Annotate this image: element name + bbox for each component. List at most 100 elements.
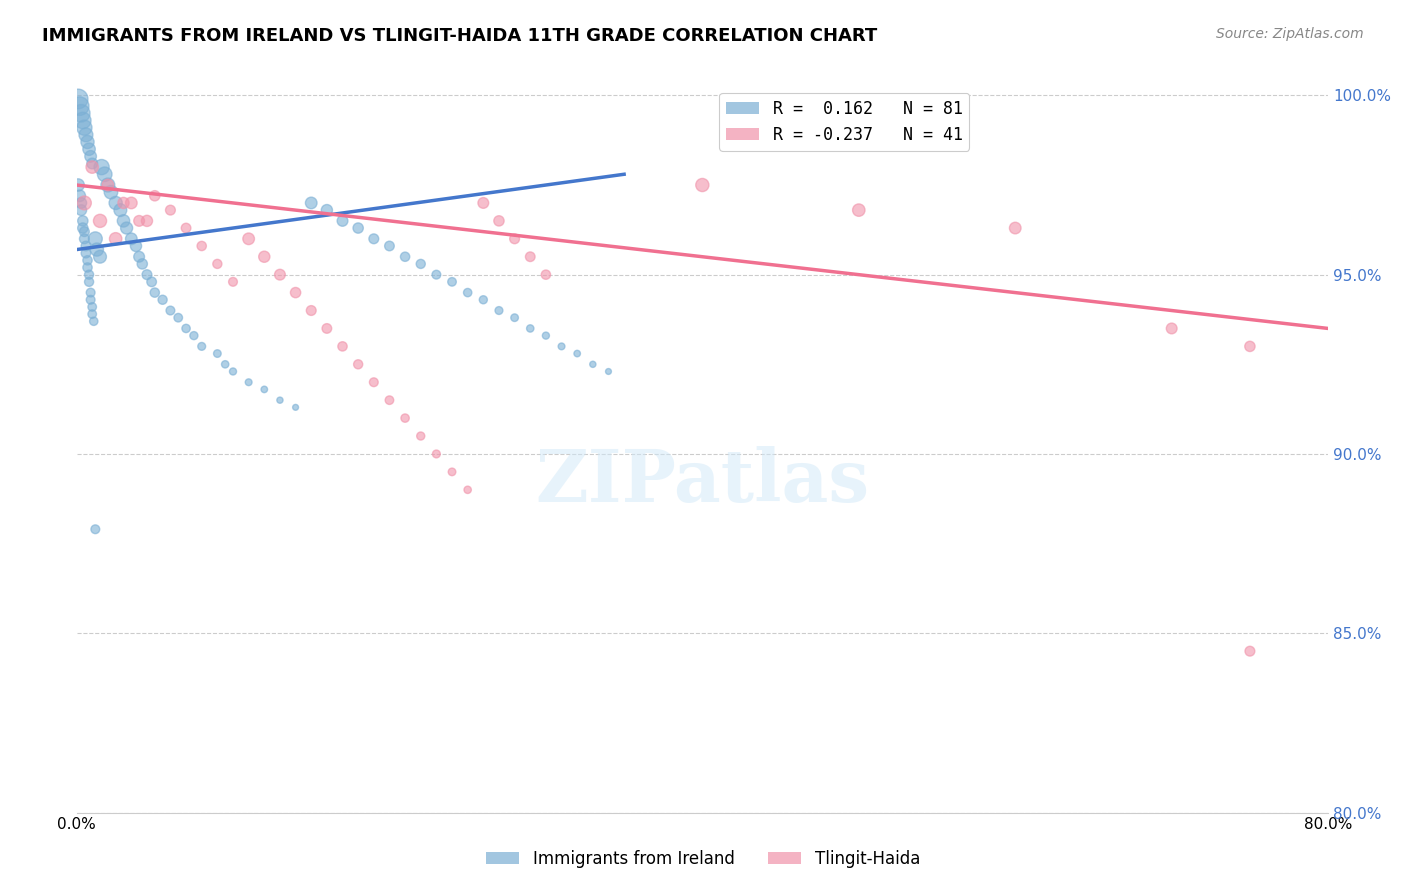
- Point: [315, 203, 337, 218]
- Point: [79, 285, 101, 300]
- Point: [159, 303, 181, 318]
- Legend: R =  0.162   N = 81, R = -0.237   N = 41: R = 0.162 N = 81, R = -0.237 N = 41: [720, 93, 969, 151]
- Point: [76, 253, 98, 268]
- Text: Source: ZipAtlas.com: Source: ZipAtlas.com: [1216, 27, 1364, 41]
- Point: [67, 178, 90, 192]
- Point: [125, 239, 148, 253]
- Point: [299, 303, 322, 318]
- Point: [409, 429, 432, 443]
- Point: [131, 257, 153, 271]
- Point: [128, 214, 150, 228]
- Point: [86, 243, 108, 257]
- Point: [112, 196, 135, 211]
- Point: [519, 250, 541, 264]
- Point: [222, 364, 245, 378]
- Point: [77, 275, 100, 289]
- Point: [70, 203, 93, 218]
- Point: [284, 401, 307, 415]
- Point: [183, 328, 205, 343]
- Point: [73, 196, 96, 211]
- Point: [77, 268, 100, 282]
- Point: [70, 106, 93, 120]
- Point: [269, 393, 291, 408]
- Point: [93, 167, 115, 181]
- Point: [534, 268, 557, 282]
- Point: [75, 128, 97, 142]
- Point: [89, 214, 111, 228]
- Point: [363, 376, 385, 390]
- Point: [167, 310, 190, 325]
- Point: [143, 285, 166, 300]
- Point: [97, 178, 120, 192]
- Point: [472, 196, 495, 211]
- Point: [104, 232, 127, 246]
- Point: [75, 246, 97, 260]
- Point: [79, 149, 101, 163]
- Point: [582, 357, 605, 371]
- Point: [67, 92, 90, 106]
- Point: [394, 411, 416, 425]
- Point: [332, 339, 354, 353]
- Point: [441, 275, 464, 289]
- Point: [284, 285, 307, 300]
- Point: [97, 178, 120, 192]
- Point: [550, 339, 572, 353]
- Point: [82, 300, 104, 314]
- Point: [82, 307, 104, 321]
- Point: [190, 239, 212, 253]
- Point: [378, 393, 401, 408]
- Point: [378, 239, 401, 253]
- Point: [84, 232, 107, 246]
- Point: [207, 257, 229, 271]
- Point: [69, 188, 91, 202]
- Point: [72, 221, 94, 235]
- Point: [73, 120, 96, 135]
- Point: [488, 214, 510, 228]
- Point: [159, 203, 181, 218]
- Point: [72, 113, 94, 128]
- Point: [425, 447, 447, 461]
- Point: [692, 178, 714, 192]
- Point: [222, 275, 245, 289]
- Point: [120, 232, 142, 246]
- Point: [347, 357, 370, 371]
- Point: [214, 357, 236, 371]
- Point: [347, 221, 370, 235]
- Point: [76, 135, 98, 149]
- Legend: Immigrants from Ireland, Tlingit-Haida: Immigrants from Ireland, Tlingit-Haida: [479, 844, 927, 875]
- Point: [174, 321, 197, 335]
- Point: [253, 383, 276, 397]
- Point: [190, 339, 212, 353]
- Point: [315, 321, 337, 335]
- Point: [72, 214, 94, 228]
- Point: [457, 483, 479, 497]
- Point: [409, 257, 432, 271]
- Text: IMMIGRANTS FROM IRELAND VS TLINGIT-HAIDA 11TH GRADE CORRELATION CHART: IMMIGRANTS FROM IRELAND VS TLINGIT-HAIDA…: [42, 27, 877, 45]
- Point: [136, 268, 159, 282]
- Point: [77, 142, 100, 156]
- Point: [269, 268, 291, 282]
- Point: [472, 293, 495, 307]
- Point: [1160, 321, 1182, 335]
- Point: [848, 203, 870, 218]
- Point: [73, 232, 96, 246]
- Point: [567, 346, 589, 360]
- Point: [69, 99, 91, 113]
- Point: [1004, 221, 1026, 235]
- Point: [143, 188, 166, 202]
- Point: [89, 250, 111, 264]
- Point: [207, 346, 229, 360]
- Point: [488, 303, 510, 318]
- Point: [534, 328, 557, 343]
- Point: [112, 214, 135, 228]
- Point: [1239, 644, 1261, 658]
- Point: [70, 196, 93, 211]
- Point: [238, 232, 260, 246]
- Point: [141, 275, 163, 289]
- Point: [110, 203, 132, 218]
- Point: [152, 293, 174, 307]
- Point: [84, 522, 107, 536]
- Point: [441, 465, 464, 479]
- Point: [598, 364, 620, 378]
- Point: [503, 232, 526, 246]
